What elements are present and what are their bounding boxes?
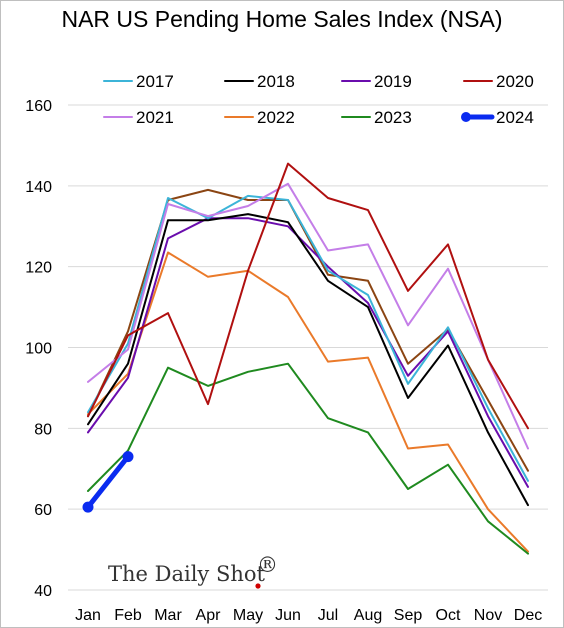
x-tick-label: Jan [75, 607, 101, 624]
x-tick-label: May [233, 607, 263, 624]
watermark-registered-mark: ® [257, 553, 278, 577]
watermark-dot [255, 583, 261, 589]
legend-label: 2017 [136, 72, 174, 91]
legend-label: 2020 [496, 72, 534, 91]
legend-label: 2024 [496, 108, 534, 127]
series-line-2020 [87, 162, 529, 430]
x-tick-label: Apr [196, 607, 222, 624]
x-axis-labels: Jan Feb Mar Apr May Jun Jul Aug Sep Oct Nov Dec [75, 607, 542, 624]
legend-label: 2018 [257, 72, 295, 91]
legend-label: 2022 [257, 108, 295, 127]
x-tick-label: Aug [354, 607, 382, 624]
series-line-2024-point [82, 501, 94, 513]
series-line-2018 [87, 213, 529, 507]
y-axis-labels: 40 60 80 100 120 140 160 [25, 98, 52, 600]
y-tick-label: 140 [25, 179, 52, 196]
grid-lines [68, 104, 548, 591]
y-tick-label: 40 [34, 583, 52, 600]
legend-item-2022: 2022 [224, 108, 295, 127]
x-tick-label: Oct [436, 607, 461, 624]
y-tick-label: 120 [25, 260, 52, 277]
legend-item-2023: 2023 [341, 108, 412, 127]
series-line-2024-point [122, 451, 134, 463]
y-tick-label: 100 [25, 341, 52, 358]
chart-title: NAR US Pending Home Sales Index (NSA) [61, 6, 503, 32]
series-line-2019 [87, 217, 529, 488]
watermark-logo: The Daily Shot ® [108, 553, 278, 589]
series-line-2021 [87, 182, 529, 450]
x-tick-label: Mar [154, 607, 182, 624]
series-line-2017 [87, 194, 529, 482]
legend-label: 2019 [374, 72, 412, 91]
legend-label: 2021 [136, 108, 174, 127]
series-line-2024 [85, 454, 131, 510]
x-tick-label: Nov [474, 607, 502, 624]
x-tick-label: Jul [318, 607, 338, 624]
x-tick-label: Jun [275, 607, 301, 624]
series-line-2022 [87, 251, 529, 553]
y-tick-label: 60 [34, 502, 52, 519]
x-tick-label: Sep [394, 607, 423, 624]
legend-label: 2023 [374, 108, 412, 127]
y-tick-label: 160 [25, 98, 52, 115]
legend-marker [461, 112, 471, 122]
x-tick-label: Feb [114, 607, 142, 624]
legend-item-2017: 2017 [103, 72, 174, 91]
watermark-text: The Daily Shot [108, 562, 266, 586]
legend-item-2021: 2021 [103, 108, 174, 127]
x-tick-label: Dec [514, 607, 542, 624]
legend-item-2019: 2019 [341, 72, 412, 91]
series-lines [82, 162, 529, 555]
legend-item-2024: 2024 [461, 108, 534, 127]
y-tick-label: 80 [34, 421, 52, 438]
legend-item-2018: 2018 [224, 72, 295, 91]
legend-item-2020: 2020 [463, 72, 534, 91]
series-line-2023 [87, 362, 529, 555]
legend: 2017 2018 2019 2020 2021 2022 2023 2024 [103, 72, 534, 127]
